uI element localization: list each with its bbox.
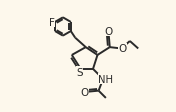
Text: O: O [118, 44, 126, 54]
Text: F: F [49, 17, 55, 27]
Text: O: O [80, 88, 89, 97]
Text: O: O [105, 26, 113, 36]
Text: NH: NH [98, 74, 113, 84]
Text: S: S [76, 67, 83, 77]
